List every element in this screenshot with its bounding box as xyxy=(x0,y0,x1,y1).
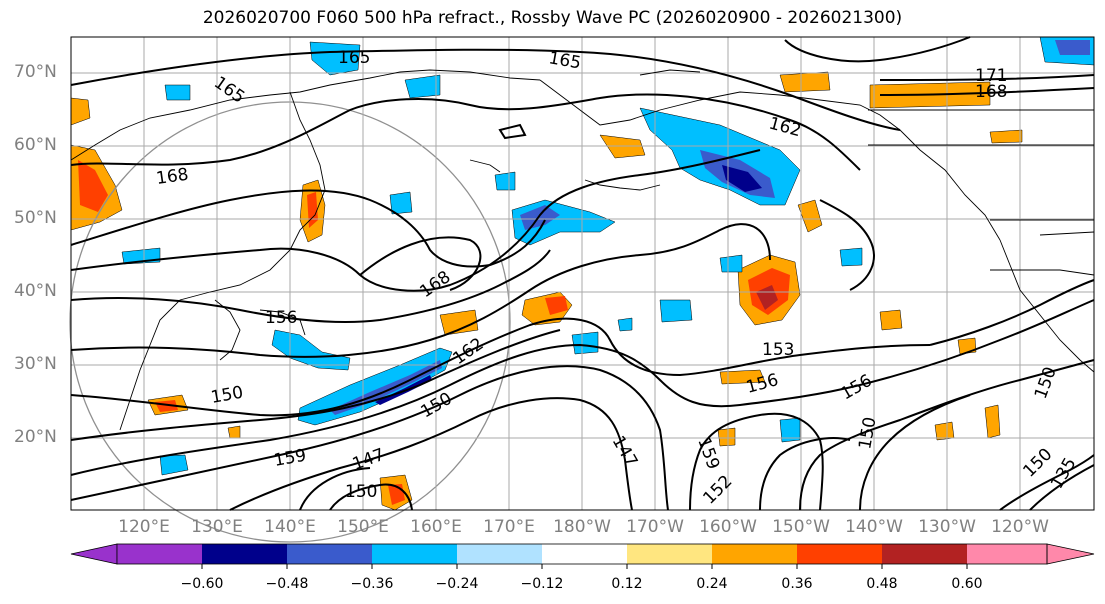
contour-label: 168 xyxy=(975,82,1007,102)
colorbar-tick-label: 0.48 xyxy=(866,576,898,592)
lon-label: 120°W xyxy=(991,517,1049,537)
lon-label: 170°E xyxy=(483,517,535,537)
colorbar-tick-label: −0.60 xyxy=(180,576,224,592)
lat-label: 50°N xyxy=(14,208,57,228)
positive-anomaly-shading xyxy=(70,71,1023,511)
contour-label: 168 xyxy=(155,165,190,189)
colorbar-tick-label: −0.12 xyxy=(520,576,564,592)
contour-label: 165 xyxy=(338,48,370,68)
lon-label: 130°W xyxy=(918,517,976,537)
lon-label: 170°W xyxy=(626,517,684,537)
colorbar-max-extension xyxy=(1046,543,1095,565)
colorbar xyxy=(70,543,1095,569)
lon-label: 160°W xyxy=(699,517,757,537)
colorbar-segment xyxy=(542,544,627,564)
colorbar-tick-label: −0.36 xyxy=(350,576,394,592)
colorbar-tick-label: −0.24 xyxy=(435,576,479,592)
colorbar-tick-label: 0.60 xyxy=(951,576,983,592)
colorbar-min-extension xyxy=(70,543,118,565)
lat-label: 30°N xyxy=(14,354,57,374)
colorbar-tick-label: 0.36 xyxy=(781,576,813,592)
colorbar-segment xyxy=(967,544,1047,564)
lat-label: 70°N xyxy=(14,62,57,82)
lon-label: 130°E xyxy=(191,517,243,537)
colorbar-tick-label: 0.12 xyxy=(611,576,643,592)
contour-label: 150 xyxy=(345,482,377,502)
coastlines xyxy=(70,69,1095,431)
colorbar-segment xyxy=(882,544,967,564)
lon-label: 160°E xyxy=(410,517,462,537)
lon-label: 150°E xyxy=(337,517,389,537)
lon-label: 150°W xyxy=(772,517,830,537)
lat-label: 60°N xyxy=(14,135,57,155)
lon-label: 120°E xyxy=(118,517,170,537)
colorbar-segment xyxy=(287,544,372,564)
colorbar-frame xyxy=(116,543,1048,565)
lon-label: 140°E xyxy=(264,517,316,537)
contour-label: 156 xyxy=(265,308,297,328)
map-title: 2026020700 F060 500 hPa refract., Rossby… xyxy=(202,8,903,28)
colorbar-segment xyxy=(372,544,457,564)
colorbar-segment xyxy=(117,544,202,564)
colorbar-tick-label: 0.24 xyxy=(696,576,728,592)
contour-label: 171 xyxy=(975,66,1007,86)
lon-label: 180°W xyxy=(553,517,611,537)
height-contours xyxy=(70,36,1095,511)
lon-label: 140°W xyxy=(845,517,903,537)
colorbar-segment xyxy=(202,544,287,564)
colorbar-segment xyxy=(457,544,542,564)
lat-label: 20°N xyxy=(14,427,57,447)
colorbar-tick-label: −0.48 xyxy=(265,576,309,592)
lat-label: 40°N xyxy=(14,281,57,301)
map-frame xyxy=(70,36,1095,511)
colorbar-segment xyxy=(627,544,712,564)
colorbar-segment xyxy=(712,544,797,564)
contour-label: 153 xyxy=(762,340,794,360)
colorbar-segment xyxy=(797,544,882,564)
